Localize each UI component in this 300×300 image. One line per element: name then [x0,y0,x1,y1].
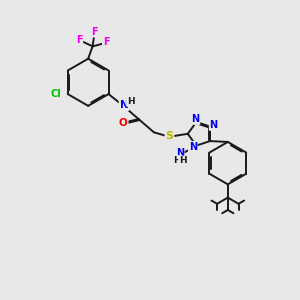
Text: H: H [173,156,181,165]
Text: H: H [127,97,134,106]
Text: F: F [103,37,110,47]
Text: F: F [76,35,82,45]
Text: F: F [91,27,98,37]
Text: O: O [119,118,128,128]
Text: N: N [191,114,200,124]
Text: N: N [176,148,184,158]
Text: N: N [189,142,197,152]
Text: Cl: Cl [50,89,61,99]
Text: N: N [119,100,128,110]
Text: N: N [210,120,218,130]
Text: H: H [179,156,187,165]
Text: S: S [166,131,173,142]
